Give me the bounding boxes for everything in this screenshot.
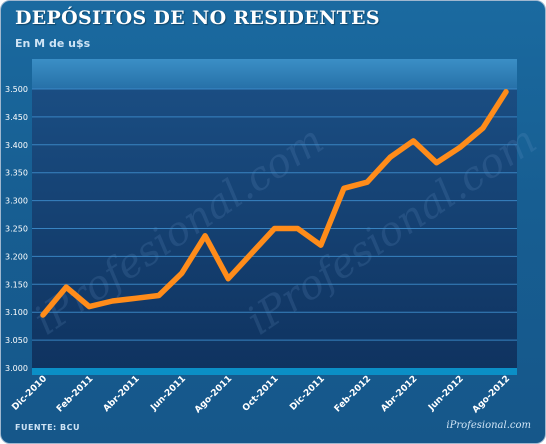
y-tick-label: 3.100 — [5, 308, 28, 317]
x-tick-label: Abr-2011 — [102, 374, 142, 414]
x-tick-label: Feb-2011 — [55, 374, 95, 414]
y-tick-label: 3.000 — [5, 364, 28, 373]
y-tick-label: 3.250 — [5, 225, 28, 234]
y-tick-label: 3.200 — [5, 252, 28, 261]
source-note: FUENTE: BCU — [15, 423, 80, 432]
plot-footer-band — [32, 368, 517, 375]
x-tick-label: Oct-2011 — [241, 374, 281, 414]
chart-subtitle: En M de u$s — [15, 37, 91, 50]
y-tick-label: 3.500 — [5, 85, 28, 94]
y-tick-label: 3.300 — [5, 197, 28, 206]
y-axis-ticks: 3.000 3.050 3.100 3.150 3.200 3.250 3.300 3.350… — [5, 85, 28, 373]
x-tick-label: Ago-2012 — [471, 374, 512, 415]
chart-title: DEPÓSITOS DE NO RESIDENTES — [15, 7, 380, 29]
y-tick-label: 3.050 — [5, 336, 28, 345]
x-tick-label: Dic-2010 — [10, 374, 49, 413]
x-tick-label: Ago-2011 — [193, 374, 234, 415]
plot-header-band — [32, 59, 517, 89]
x-tick-label: Dic-2011 — [288, 374, 327, 413]
y-tick-label: 3.450 — [5, 113, 28, 122]
x-tick-label: Abr-2012 — [379, 374, 419, 414]
brand-credit: iProfesional.com — [446, 420, 531, 431]
x-tick-label: Jun-2012 — [426, 374, 466, 414]
x-tick-label: Jun-2011 — [148, 374, 188, 414]
series-line — [40, 89, 509, 318]
x-tick-label: Feb-2012 — [333, 374, 373, 414]
x-axis-ticks: Dic-2010 Feb-2011 Abr-2011 Jun-2011 Ago-2011… — [10, 374, 512, 415]
y-tick-label: 3.150 — [5, 280, 28, 289]
y-tick-label: 3.400 — [5, 141, 28, 150]
y-tick-label: 3.350 — [5, 169, 28, 178]
